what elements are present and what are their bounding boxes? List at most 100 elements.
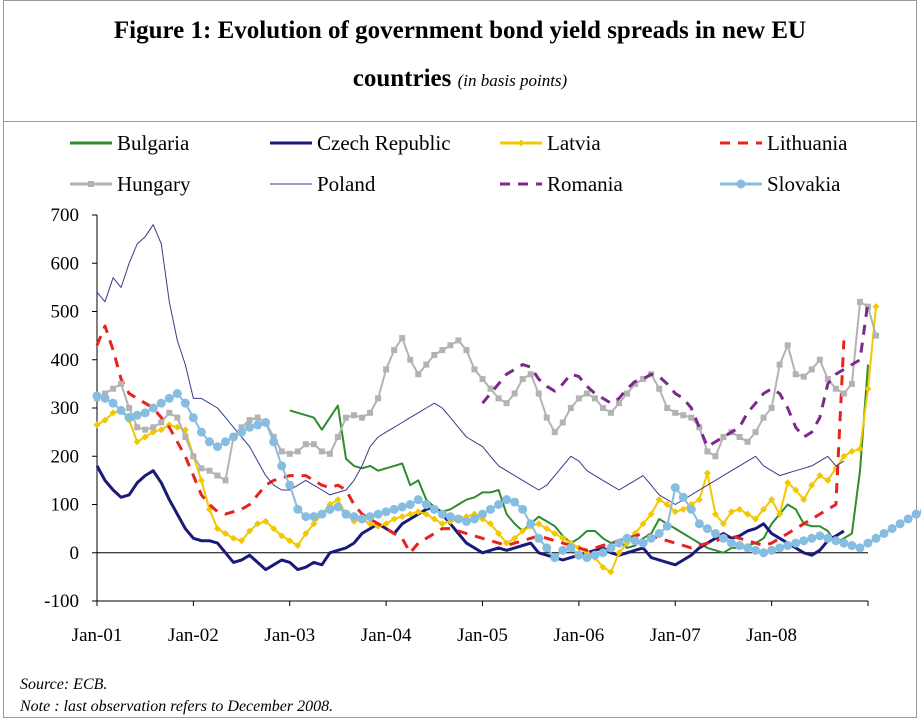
- figure-frame: Figure 1: Evolution of government bond y…: [3, 0, 917, 718]
- data-point-slovakia: [221, 437, 230, 447]
- data-point-slovakia: [349, 512, 359, 522]
- data-point-latvia: [511, 534, 519, 542]
- data-point-hungary: [463, 347, 470, 354]
- data-point-hungary: [174, 414, 181, 421]
- data-point-slovakia: [694, 519, 704, 529]
- data-point-slovakia: [526, 519, 536, 529]
- y-tick-label: 400: [51, 350, 80, 371]
- data-point-hungary: [856, 298, 863, 305]
- data-point-hungary: [431, 351, 438, 358]
- data-point-slovakia: [799, 536, 809, 546]
- legend-label: Hungary: [117, 172, 191, 196]
- data-point-latvia: [800, 496, 808, 504]
- data-point-slovakia: [847, 541, 857, 551]
- legend-item-poland: Poland: [270, 172, 376, 196]
- data-point-hungary: [278, 448, 285, 455]
- data-point-hungary: [873, 332, 880, 339]
- series-latvia: [93, 303, 880, 576]
- data-point-hungary: [198, 465, 205, 472]
- y-tick-label: -100: [44, 591, 79, 612]
- data-point-slovakia: [646, 533, 656, 543]
- data-point-latvia: [599, 563, 607, 571]
- data-point-latvia: [655, 496, 663, 504]
- data-point-hungary: [800, 373, 807, 380]
- data-point-slovakia: [261, 417, 271, 427]
- data-point-latvia: [157, 426, 165, 434]
- data-point-hungary: [423, 361, 430, 368]
- data-point-latvia: [334, 496, 342, 504]
- data-point-hungary: [118, 380, 125, 387]
- figure-title-countries: countries: [352, 65, 452, 92]
- x-tick-label: Jan-07: [650, 625, 701, 646]
- series-slovakia: [92, 389, 921, 563]
- legend-item-latvia: Latvia: [500, 131, 601, 155]
- legend-label: Slovakia: [767, 172, 841, 196]
- data-point-hungary: [342, 414, 349, 421]
- series-line-slovakia: [96, 392, 921, 559]
- data-point-hungary: [142, 426, 149, 433]
- data-point-latvia: [671, 508, 679, 516]
- data-point-slovakia: [606, 543, 616, 553]
- data-point-hungary: [367, 409, 374, 416]
- data-point-hungary: [487, 385, 494, 392]
- data-point-hungary: [720, 433, 727, 440]
- data-point-slovakia: [670, 483, 680, 493]
- data-point-hungary: [294, 448, 301, 455]
- y-tick-label: 200: [51, 446, 80, 467]
- data-point-slovakia: [478, 509, 487, 519]
- data-point-latvia: [615, 549, 623, 557]
- data-point-slovakia: [630, 536, 640, 546]
- data-point-slovakia: [172, 389, 182, 399]
- x-tick-label: Jan-08: [746, 625, 797, 646]
- data-point-slovakia: [654, 528, 664, 538]
- legend-label: Lithuania: [767, 131, 848, 155]
- data-point-latvia: [559, 534, 567, 542]
- data-point-slovakia: [301, 512, 311, 522]
- data-point-hungary: [865, 303, 871, 310]
- series-line-latvia: [96, 306, 877, 573]
- data-point-hungary: [591, 395, 598, 402]
- data-point-hungary: [832, 385, 839, 392]
- data-point-slovakia: [341, 509, 351, 519]
- data-point-latvia: [752, 515, 760, 523]
- data-point-hungary: [286, 450, 293, 457]
- data-point-latvia: [824, 476, 832, 484]
- data-point-hungary: [310, 441, 317, 448]
- data-point-hungary: [158, 419, 165, 426]
- data-point-hungary: [479, 376, 486, 383]
- data-point-hungary: [222, 477, 229, 484]
- data-point-hungary: [527, 371, 534, 378]
- data-point-latvia: [703, 469, 711, 477]
- data-point-latvia: [503, 539, 511, 547]
- data-point-hungary: [150, 424, 157, 431]
- data-point-slovakia: [124, 413, 134, 423]
- data-point-slovakia: [855, 543, 865, 553]
- data-point-slovakia: [879, 528, 889, 538]
- data-point-latvia: [864, 385, 872, 393]
- data-point-slovakia: [164, 393, 174, 403]
- data-point-latvia: [487, 520, 495, 528]
- data-point-hungary: [712, 453, 719, 460]
- data-point-hungary: [736, 433, 743, 440]
- data-point-slovakia: [743, 543, 753, 553]
- data-point-latvia: [286, 537, 294, 545]
- data-point-latvia: [270, 525, 278, 533]
- data-point-latvia: [366, 520, 374, 528]
- legend-label: Romania: [547, 172, 623, 196]
- legend-item-lithuania: Lithuania: [720, 131, 848, 155]
- data-point-hungary: [439, 347, 446, 354]
- data-point-latvia: [768, 496, 776, 504]
- data-point-slovakia: [229, 432, 239, 442]
- y-tick-label: 700: [51, 205, 80, 226]
- data-point-slovakia: [277, 461, 287, 471]
- data-point-slovakia: [510, 497, 520, 507]
- data-point-hungary: [134, 424, 141, 431]
- data-point-hungary: [102, 390, 109, 397]
- data-point-slovakia: [638, 538, 648, 548]
- data-point-slovakia: [759, 548, 769, 558]
- data-point-hungary: [575, 395, 582, 402]
- data-point-latvia: [438, 520, 446, 528]
- data-point-slovakia: [871, 533, 881, 543]
- x-tick-label: Jan-04: [361, 625, 412, 646]
- data-point-latvia: [856, 445, 864, 453]
